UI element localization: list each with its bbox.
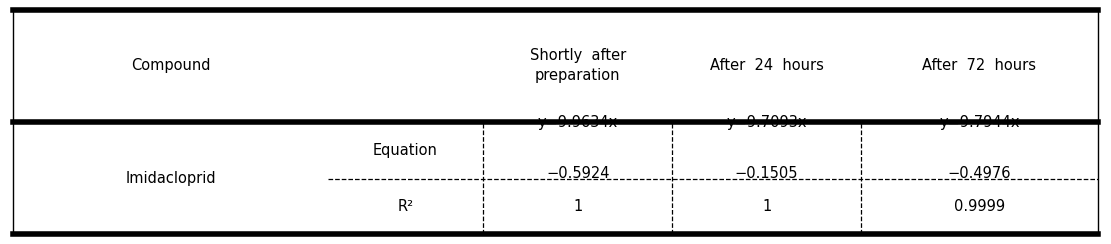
Text: Equation: Equation <box>373 143 438 158</box>
Text: Shortly  after
preparation: Shortly after preparation <box>530 49 625 83</box>
Text: Imidacloprid: Imidacloprid <box>126 171 216 186</box>
Text: After  24  hours: After 24 hours <box>710 58 823 73</box>
Text: 1: 1 <box>573 199 582 214</box>
Text: −0.5924: −0.5924 <box>546 166 610 181</box>
Text: 1: 1 <box>762 199 771 214</box>
Text: y=9.7944x: y=9.7944x <box>939 115 1020 130</box>
Text: R²: R² <box>398 199 413 214</box>
Text: −0.1505: −0.1505 <box>734 166 799 181</box>
Text: y=9.7093x: y=9.7093x <box>727 115 807 130</box>
Text: Compound: Compound <box>131 58 210 73</box>
Text: After  72  hours: After 72 hours <box>922 58 1037 73</box>
Text: 0.9999: 0.9999 <box>953 199 1005 214</box>
Text: y=9.9634x: y=9.9634x <box>538 115 618 130</box>
Text: −0.4976: −0.4976 <box>948 166 1011 181</box>
